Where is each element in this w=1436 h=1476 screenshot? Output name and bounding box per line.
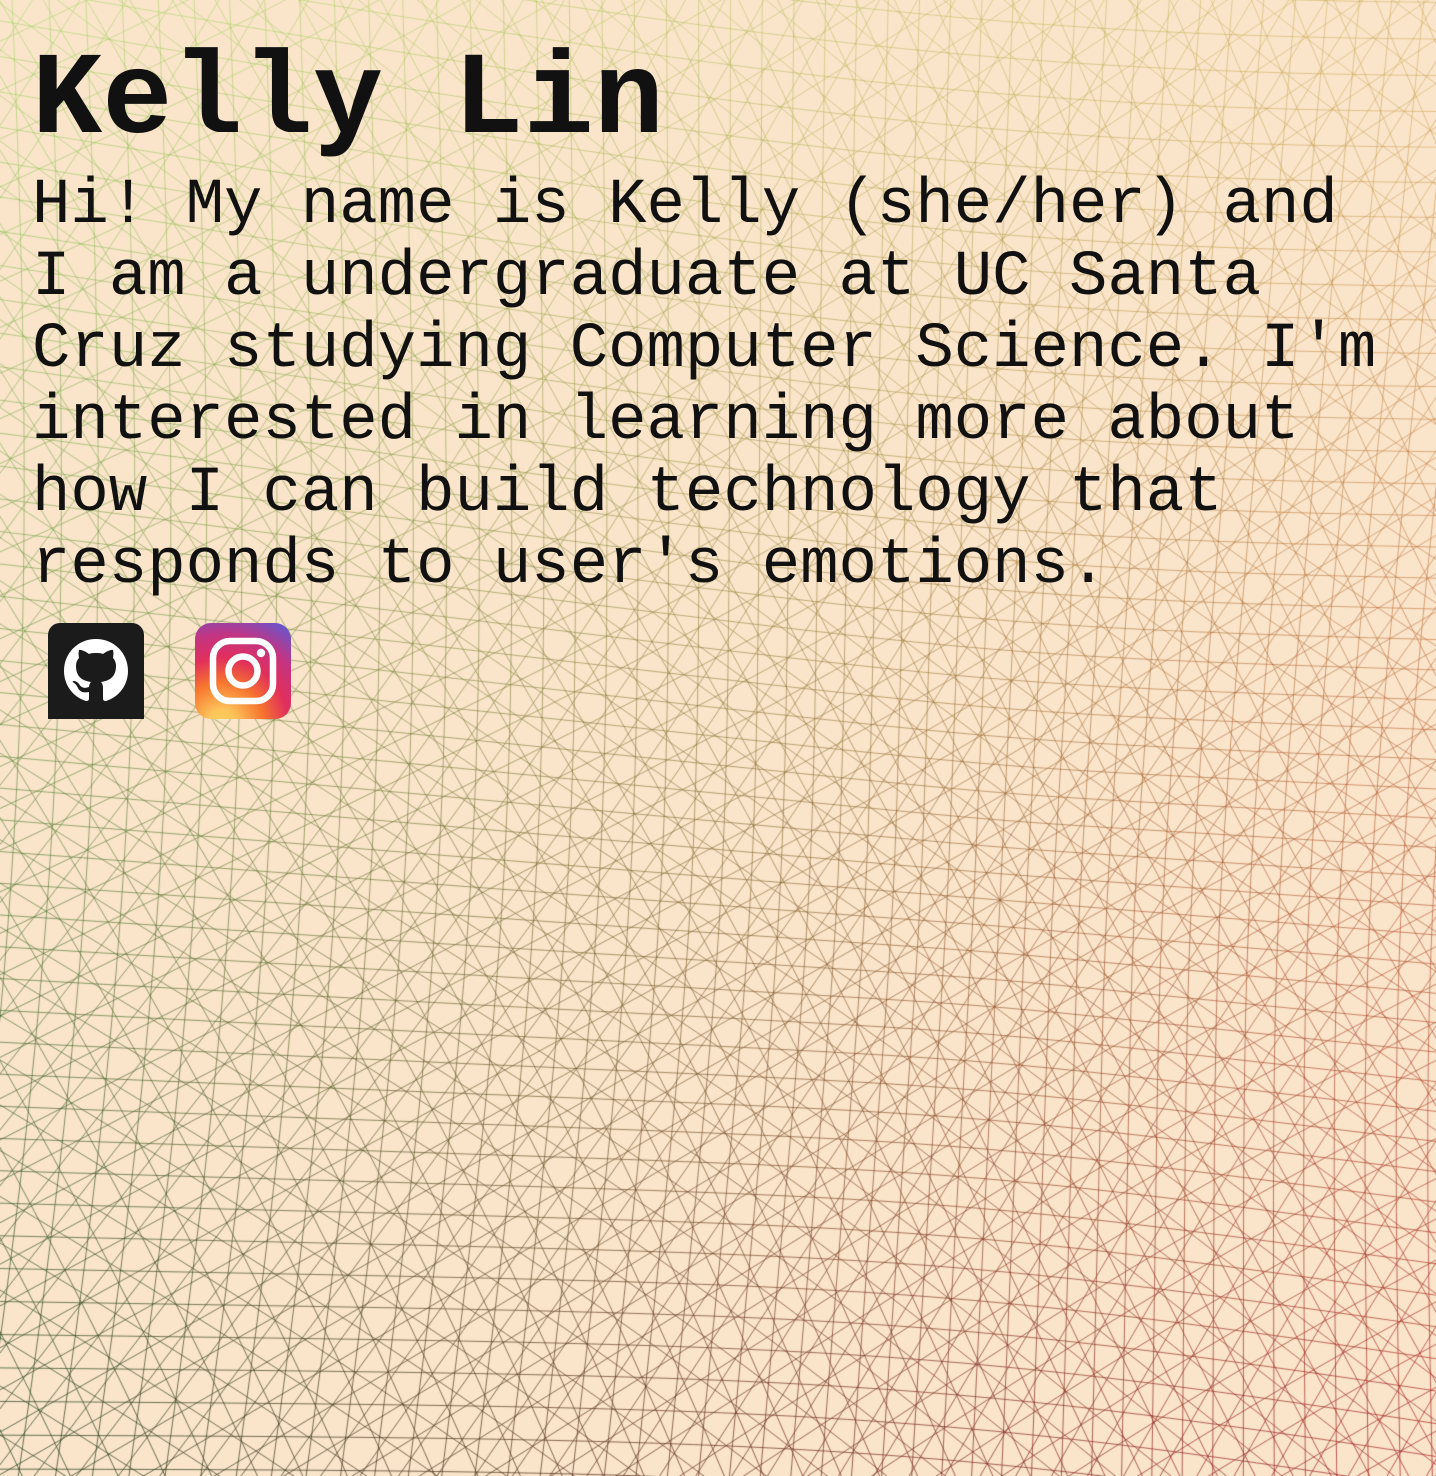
github-link[interactable]	[48, 623, 144, 719]
github-icon	[48, 623, 144, 719]
instagram-icon	[195, 623, 291, 719]
intro-section: Kelly Lin Hi! My name is Kelly (she/her)…	[32, 38, 1412, 602]
instagram-link[interactable]	[195, 623, 291, 719]
page-title: Kelly Lin	[32, 36, 664, 168]
bio-text: Hi! My name is Kelly (she/her) and I am …	[32, 170, 1377, 602]
